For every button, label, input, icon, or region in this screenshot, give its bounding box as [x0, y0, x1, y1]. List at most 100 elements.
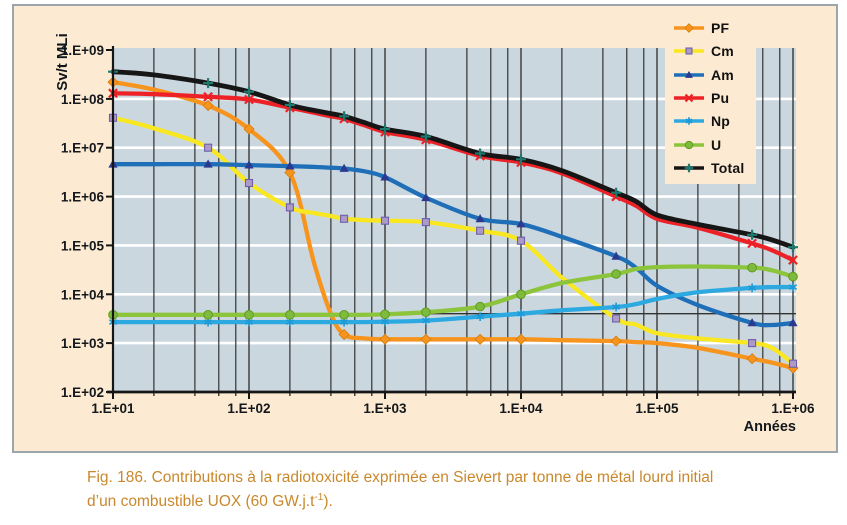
marker-plus	[244, 86, 254, 97]
legend-item-u: U	[674, 134, 756, 156]
legend-swatch-pf	[674, 21, 704, 35]
marker-square	[380, 216, 390, 225]
marker-circle	[475, 301, 485, 312]
legend-item-pf: PF	[674, 17, 756, 39]
marker-square	[748, 339, 757, 348]
marker-asterisk	[612, 302, 621, 312]
marker-circle	[203, 310, 213, 320]
series-pf	[107, 76, 799, 374]
marker-x	[684, 93, 694, 103]
marker-x	[747, 238, 757, 249]
marker-square	[476, 226, 485, 235]
marker-x	[203, 91, 213, 102]
legend-label-pf: PF	[711, 20, 730, 36]
marker-circle	[380, 309, 390, 320]
legend-label-cm: Cm	[711, 43, 734, 60]
marker-asterisk	[788, 282, 798, 292]
marker-circle	[339, 310, 349, 320]
marker-square	[421, 218, 430, 227]
marker-asterisk	[476, 312, 485, 321]
series-u	[108, 262, 798, 320]
x-tick-label: 1.E+02	[227, 401, 270, 416]
legend-label-total: Total	[711, 159, 745, 176]
marker-plus	[420, 131, 431, 142]
marker-plus	[747, 229, 758, 240]
y-tick-label: 1.E+08	[61, 92, 105, 107]
marker-diamond	[338, 328, 350, 341]
marker-diamond	[746, 353, 758, 365]
axis-ticks	[106, 49, 794, 399]
x-tick-label: 1.E+05	[635, 401, 679, 416]
y-tick-label: 1.E+02	[61, 385, 104, 400]
chart-legend: PF Cm Am Pu Np U Total	[665, 12, 756, 184]
marker-asterisk	[748, 283, 757, 293]
marker-triangle	[516, 219, 526, 228]
marker-diamond	[515, 333, 527, 345]
marker-triangle	[747, 318, 757, 327]
caption-superscript: -1	[314, 491, 324, 503]
marker-plus	[611, 187, 622, 198]
marker-triangle	[788, 318, 798, 327]
series-am	[108, 159, 798, 328]
legend-swatch-pu	[674, 91, 704, 105]
marker-diamond	[284, 167, 296, 179]
x-tick-label: 1.E+04	[499, 401, 543, 416]
marker-triangle	[421, 192, 431, 202]
marker-circle	[684, 140, 694, 149]
marker-square	[340, 214, 349, 223]
legend-swatch-cm	[674, 44, 704, 58]
caption-line2: d’un combustible UOX (60 GW.j.t-1).	[87, 491, 333, 510]
marker-diamond	[474, 333, 486, 345]
legend-item-np: Np	[674, 110, 756, 132]
marker-triangle	[380, 172, 390, 181]
legend-label-np: Np	[711, 113, 731, 130]
marker-circle	[747, 262, 757, 273]
legend-swatch-total	[674, 161, 704, 175]
x-axis-title: Années	[744, 419, 796, 435]
marker-circle	[611, 269, 621, 279]
marker-plus	[475, 148, 486, 159]
y-axis-title: Sv/t MLi	[54, 33, 71, 91]
figure-caption: Fig. 186. Contributions à la radiotoxici…	[87, 466, 817, 514]
y-tick-label: 1.E+06	[61, 190, 105, 205]
marker-plus	[339, 111, 350, 122]
marker-square	[244, 178, 254, 188]
marker-triangle	[475, 214, 485, 223]
legend-swatch-am	[674, 68, 704, 82]
legend-swatch-np	[674, 114, 704, 128]
marker-plus	[284, 100, 295, 110]
legend-item-pu: Pu	[674, 87, 756, 109]
marker-diamond	[202, 99, 214, 112]
marker-plus	[380, 124, 390, 135]
marker-circle	[285, 310, 295, 320]
y-tick-label: 1.E+03	[61, 336, 105, 351]
marker-circle	[516, 289, 526, 300]
caption-line1: Fig. 186. Contributions à la radiotoxici…	[87, 469, 714, 486]
marker-circle	[421, 307, 431, 318]
series-cm	[108, 113, 798, 368]
y-tick-label: 1.E+05	[61, 238, 105, 253]
marker-plus	[684, 163, 694, 173]
marker-diamond	[420, 333, 432, 345]
marker-diamond	[610, 335, 622, 347]
marker-square	[285, 203, 294, 212]
marker-square	[788, 359, 798, 368]
marker-triangle	[685, 70, 693, 78]
marker-asterisk	[516, 309, 526, 319]
marker-circle	[788, 271, 798, 282]
x-tick-label: 1.E+03	[363, 401, 407, 416]
y-tick-label: 1.E+04	[61, 287, 105, 302]
legend-item-am: Am	[674, 64, 756, 86]
marker-triangle	[285, 161, 295, 170]
marker-plus	[516, 154, 526, 165]
series-total	[108, 66, 798, 253]
legend-label-am: Am	[711, 66, 734, 83]
legend-item-total: Total	[674, 157, 756, 179]
marker-triangle	[611, 251, 621, 260]
marker-diamond	[379, 333, 391, 345]
y-tick-label: 1.E+09	[61, 43, 104, 58]
legend-label-u: U	[711, 136, 722, 153]
marker-asterisk	[685, 117, 693, 126]
marker-square	[204, 143, 213, 152]
legend-swatch-u	[674, 138, 704, 152]
